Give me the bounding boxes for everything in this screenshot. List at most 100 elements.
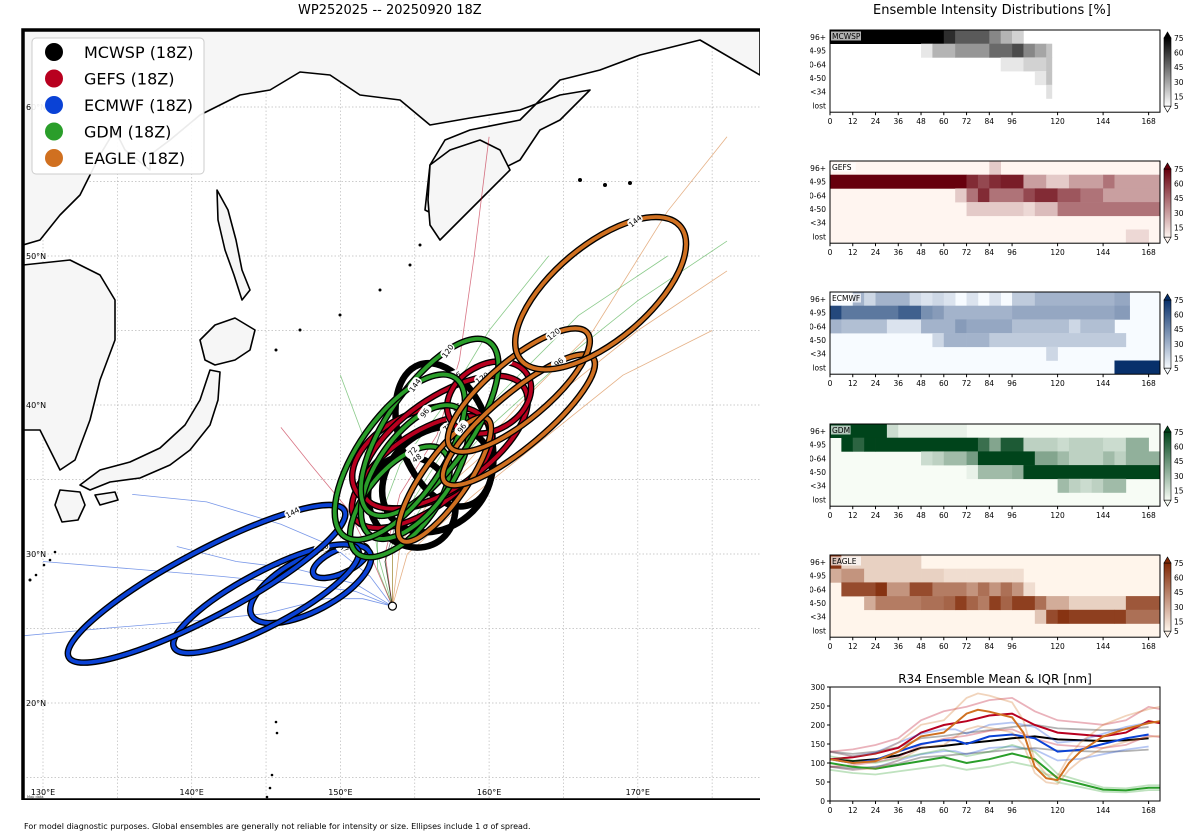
uncertainty-ellipses: 4872967296120144729612014472961201449696…	[64, 213, 690, 666]
heatmap-cell	[875, 292, 910, 306]
heatmap-cell	[989, 188, 1001, 203]
heatmap-cell	[955, 30, 990, 44]
colorbar-tick-label: 75	[1174, 428, 1184, 437]
heatmap-cell	[898, 568, 922, 583]
x-tick-label: 120	[1050, 117, 1065, 126]
heatmap-cell	[1080, 478, 1093, 493]
heatmap-cell	[921, 292, 933, 306]
x-tick-label: 36	[894, 511, 904, 520]
colorbar-top-arrow	[1163, 31, 1172, 39]
heatmap-cell	[875, 596, 922, 611]
y-tick-label: 250	[811, 702, 826, 711]
x-tick-label: 36	[894, 248, 904, 257]
colorbar-tick-label: 5	[1174, 364, 1179, 373]
heatmap-panel-ecmwf: 96+ 64-95 50-64 34-50 <34 lost ECMWF 0 12 24 36 48 6…	[810, 291, 1184, 388]
x-tick-label: 72	[962, 642, 972, 651]
heatmap-cell	[841, 305, 899, 320]
heatmap-panel-eagle: 96+ 64-95 50-64 34-50 <34 lost EAGLE 0 12 24 36 48 6…	[810, 554, 1184, 651]
heatmap-cell	[1012, 30, 1024, 44]
heatmap-cell	[932, 43, 956, 58]
x-tick-label: 36	[894, 642, 904, 651]
heatmap-cell	[1068, 319, 1081, 334]
x-tick-label: 144	[1096, 642, 1111, 651]
heatmap-cell	[1068, 596, 1127, 611]
heatmap-model-label: GEFS	[832, 163, 852, 172]
heatmap-category-label: 50-64	[810, 585, 826, 594]
heatmap-cell	[932, 305, 945, 320]
heatmap-model-label: ECMWF	[832, 294, 860, 303]
heatmap-cell	[921, 568, 945, 583]
heatmap-cell	[966, 596, 979, 611]
x-tick-label: 144	[1096, 117, 1111, 126]
x-tick-label: 72	[962, 511, 972, 520]
heatmap-cell	[1034, 451, 1058, 466]
heatmap-cell	[977, 465, 1013, 480]
heatmap-cell	[875, 555, 922, 569]
colorbar	[1163, 299, 1172, 369]
x-tick-label: 12	[848, 248, 858, 257]
heatmap-cell	[898, 424, 945, 438]
heatmap-cell	[886, 319, 922, 334]
footer-note: For model diagnostic purposes. Global en…	[24, 822, 531, 831]
heatmap-cell	[1012, 465, 1024, 480]
heatmap-cell	[943, 424, 967, 438]
colorbar-tick-label: 45	[1174, 63, 1184, 72]
heatmap-cell	[989, 582, 1001, 597]
ellipse-stroke	[513, 215, 688, 372]
colorbar-top-arrow	[1163, 293, 1172, 301]
x-tick-label: 48	[916, 642, 926, 651]
x-tick-label: 36	[894, 379, 904, 388]
heatmap-category-label: 64-95	[810, 178, 826, 187]
heatmap-cell	[1012, 568, 1024, 583]
heatmap-label-bg	[831, 31, 861, 41]
heatmap-cell	[1012, 43, 1024, 58]
hour-label-bg	[474, 370, 490, 385]
colorbar	[1163, 37, 1172, 107]
heatmap-label-bg	[831, 425, 851, 435]
heatmap-category-label: lost	[812, 101, 826, 110]
colorbar-tick-label: 60	[1174, 180, 1184, 189]
x-tick-label: 0	[828, 379, 833, 388]
x-tick-label: 84	[985, 806, 995, 815]
heatmap-cell	[1114, 451, 1127, 466]
x-tick-label: 84	[985, 642, 995, 651]
colorbar-top-arrow	[1163, 425, 1172, 433]
heatmap-cell	[966, 202, 990, 217]
colorbar-tick-label: 15	[1174, 486, 1184, 495]
hour-label-bg	[284, 505, 301, 519]
colorbar-top-arrow	[1163, 162, 1172, 170]
colorbar-tick-label: 30	[1174, 472, 1184, 481]
iqr-upper-eagle	[829, 692, 1161, 778]
heatmap-category-label: <34	[810, 350, 826, 359]
x-tick-label: 168	[1141, 117, 1156, 126]
heatmap-category-label: lost	[812, 495, 826, 504]
heatmap-cell	[966, 174, 979, 189]
ellipse-stroke	[248, 542, 373, 626]
hour-label-bg	[408, 450, 425, 465]
x-tick-label: 84	[985, 248, 995, 257]
track-gefs	[280, 427, 393, 607]
heatmap-cell	[864, 596, 876, 611]
heatmap-cell	[1046, 596, 1070, 611]
x-tick-label: 168	[1141, 806, 1156, 815]
heatmap-cell	[966, 465, 979, 480]
iqr-upper-gdm	[829, 744, 1160, 790]
heatmap-cell	[864, 568, 876, 583]
x-tick-label: 60	[939, 642, 949, 651]
iqr-upper-ecmwf	[829, 721, 1149, 758]
colorbar-tick-label: 75	[1174, 296, 1184, 305]
heatmap-cell	[841, 319, 888, 334]
heatmap-cell	[1068, 609, 1115, 624]
x-tick-label: 84	[985, 379, 995, 388]
colorbar-bottom-arrow	[1163, 105, 1172, 113]
heatmap-cell	[943, 292, 956, 306]
heatmap-cell	[875, 568, 899, 583]
heatmap-cell	[1034, 292, 1115, 306]
x-tick-label: 48	[916, 379, 926, 388]
colorbar-top-arrow	[1163, 556, 1172, 564]
lat-tick-label: 50°N	[26, 252, 46, 261]
legend-marker-gdm	[45, 122, 63, 141]
heatmap-frame	[829, 291, 1161, 375]
heatmap-cell	[1057, 609, 1070, 624]
heatmap-cell	[1125, 609, 1161, 624]
